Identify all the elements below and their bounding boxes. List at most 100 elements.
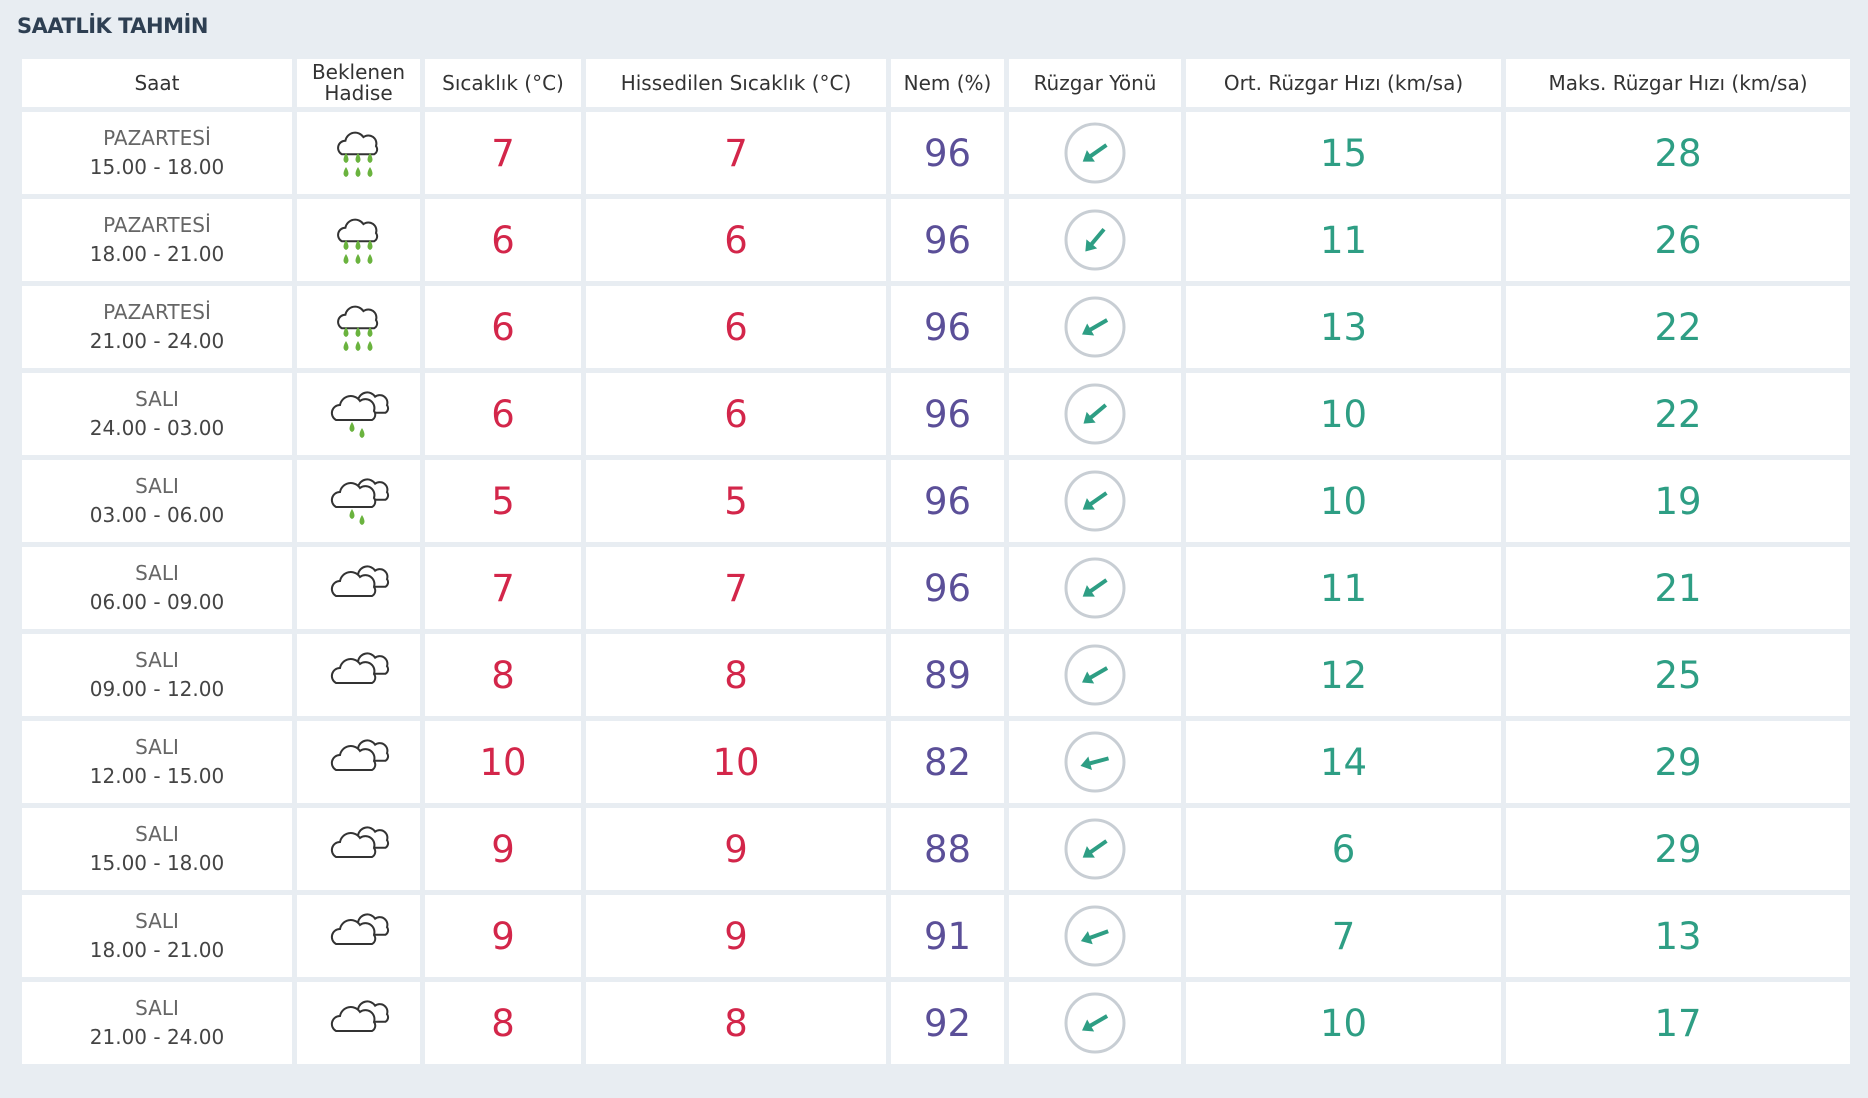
humidity: 91 bbox=[891, 895, 1004, 977]
wind-direction-cell bbox=[1009, 895, 1181, 977]
time-cell: SALI 24.00 - 03.00 bbox=[22, 373, 292, 455]
feels-like: 6 bbox=[586, 199, 886, 281]
wind-direction-cell bbox=[1009, 982, 1181, 1064]
time-cell: PAZARTESİ 15.00 - 18.00 bbox=[22, 112, 292, 194]
day-label: SALI bbox=[135, 648, 179, 672]
wind-direction-icon bbox=[1064, 818, 1126, 880]
time-range: 21.00 - 24.00 bbox=[89, 329, 225, 353]
forecast-row: PAZARTESİ 21.00 - 24.00 6 6 96 13 22 bbox=[22, 286, 1850, 368]
temperature: 8 bbox=[425, 634, 581, 716]
feels-like: 8 bbox=[586, 982, 886, 1064]
weather-icon bbox=[330, 913, 389, 945]
wind-direction-cell bbox=[1009, 808, 1181, 890]
weather-icon-cell bbox=[297, 112, 420, 194]
column-header: Rüzgar Yönü bbox=[1009, 59, 1181, 107]
wind-direction-icon bbox=[1064, 905, 1126, 967]
day-label: SALI bbox=[135, 996, 179, 1020]
temperature: 7 bbox=[425, 112, 581, 194]
wind-direction-icon bbox=[1064, 296, 1126, 358]
wind-direction-icon bbox=[1064, 557, 1126, 619]
feels-like: 9 bbox=[586, 895, 886, 977]
day-label: SALI bbox=[135, 735, 179, 759]
day-label: SALI bbox=[135, 909, 179, 933]
humidity: 92 bbox=[891, 982, 1004, 1064]
max-wind-speed: 22 bbox=[1506, 286, 1850, 368]
avg-wind-speed: 13 bbox=[1186, 286, 1501, 368]
time-range: 24.00 - 03.00 bbox=[89, 416, 225, 440]
weather-icon-cell bbox=[297, 895, 420, 977]
table-body: PAZARTESİ 15.00 - 18.00 7 7 96 15 28 PAZARTESİ 1… bbox=[22, 112, 1850, 1064]
feels-like: 7 bbox=[586, 112, 886, 194]
max-wind-speed: 29 bbox=[1506, 721, 1850, 803]
column-header: Sıcaklık (°C) bbox=[425, 59, 581, 107]
humidity: 89 bbox=[891, 634, 1004, 716]
day-label: PAZARTESİ bbox=[103, 213, 211, 237]
wind-direction-cell bbox=[1009, 721, 1181, 803]
forecast-row: SALI 21.00 - 24.00 8 8 92 10 17 bbox=[22, 982, 1850, 1064]
feels-like: 6 bbox=[586, 373, 886, 455]
time-range: 15.00 - 18.00 bbox=[89, 155, 225, 179]
max-wind-speed: 26 bbox=[1506, 199, 1850, 281]
time-cell: SALI 18.00 - 21.00 bbox=[22, 895, 292, 977]
weather-icon-cell bbox=[297, 460, 420, 542]
humidity: 88 bbox=[891, 808, 1004, 890]
temperature: 9 bbox=[425, 895, 581, 977]
day-label: SALI bbox=[135, 387, 179, 411]
temperature: 6 bbox=[425, 199, 581, 281]
weather-icon-cell bbox=[297, 373, 420, 455]
wind-direction-icon bbox=[1064, 644, 1126, 706]
feels-like: 10 bbox=[586, 721, 886, 803]
max-wind-speed: 13 bbox=[1506, 895, 1850, 977]
max-wind-speed: 19 bbox=[1506, 460, 1850, 542]
forecast-row: SALI 18.00 - 21.00 9 9 91 7 13 bbox=[22, 895, 1850, 977]
humidity: 96 bbox=[891, 460, 1004, 542]
weather-icon bbox=[330, 739, 389, 771]
forecast-row: PAZARTESİ 15.00 - 18.00 7 7 96 15 28 bbox=[22, 112, 1850, 194]
forecast-row: SALI 12.00 - 15.00 10 10 82 14 29 bbox=[22, 721, 1850, 803]
column-header: Ort. Rüzgar Hızı (km/sa) bbox=[1186, 59, 1501, 107]
forecast-row: SALI 03.00 - 06.00 5 5 96 10 19 bbox=[22, 460, 1850, 542]
forecast-row: SALI 24.00 - 03.00 6 6 96 10 22 bbox=[22, 373, 1850, 455]
day-label: PAZARTESİ bbox=[103, 300, 211, 324]
humidity: 82 bbox=[891, 721, 1004, 803]
time-range: 09.00 - 12.00 bbox=[89, 677, 225, 701]
humidity: 96 bbox=[891, 199, 1004, 281]
day-label: PAZARTESİ bbox=[103, 126, 211, 150]
wind-direction-icon bbox=[1064, 470, 1126, 532]
humidity: 96 bbox=[891, 286, 1004, 368]
column-header: Beklenen Hadise bbox=[297, 59, 420, 107]
time-cell: SALI 21.00 - 24.00 bbox=[22, 982, 292, 1064]
temperature: 6 bbox=[425, 286, 581, 368]
weather-icon-cell bbox=[297, 547, 420, 629]
weather-icon-cell bbox=[297, 199, 420, 281]
column-header: Saat bbox=[22, 59, 292, 107]
time-cell: SALI 06.00 - 09.00 bbox=[22, 547, 292, 629]
weather-icon-cell bbox=[297, 721, 420, 803]
forecast-row: SALI 06.00 - 09.00 7 7 96 11 21 bbox=[22, 547, 1850, 629]
weather-icon bbox=[336, 305, 378, 351]
feels-like: 6 bbox=[586, 286, 886, 368]
weather-icon bbox=[330, 391, 389, 438]
max-wind-speed: 28 bbox=[1506, 112, 1850, 194]
day-label: SALI bbox=[135, 474, 179, 498]
humidity: 96 bbox=[891, 547, 1004, 629]
feels-like: 7 bbox=[586, 547, 886, 629]
weather-icon bbox=[336, 218, 378, 264]
time-range: 21.00 - 24.00 bbox=[89, 1025, 225, 1049]
weather-icon bbox=[330, 565, 389, 597]
feels-like: 5 bbox=[586, 460, 886, 542]
column-header: Nem (%) bbox=[891, 59, 1004, 107]
temperature: 10 bbox=[425, 721, 581, 803]
time-range: 12.00 - 15.00 bbox=[89, 764, 225, 788]
wind-direction-cell bbox=[1009, 199, 1181, 281]
forecast-table: Saat Beklenen Hadise Sıcaklık (°C) Hissedil… bbox=[17, 54, 1855, 1069]
weather-icon bbox=[336, 131, 378, 177]
max-wind-speed: 17 bbox=[1506, 982, 1850, 1064]
feels-like: 8 bbox=[586, 634, 886, 716]
wind-direction-icon bbox=[1064, 383, 1126, 445]
humidity: 96 bbox=[891, 373, 1004, 455]
weather-icon-cell bbox=[297, 808, 420, 890]
time-range: 06.00 - 09.00 bbox=[89, 590, 225, 614]
avg-wind-speed: 15 bbox=[1186, 112, 1501, 194]
